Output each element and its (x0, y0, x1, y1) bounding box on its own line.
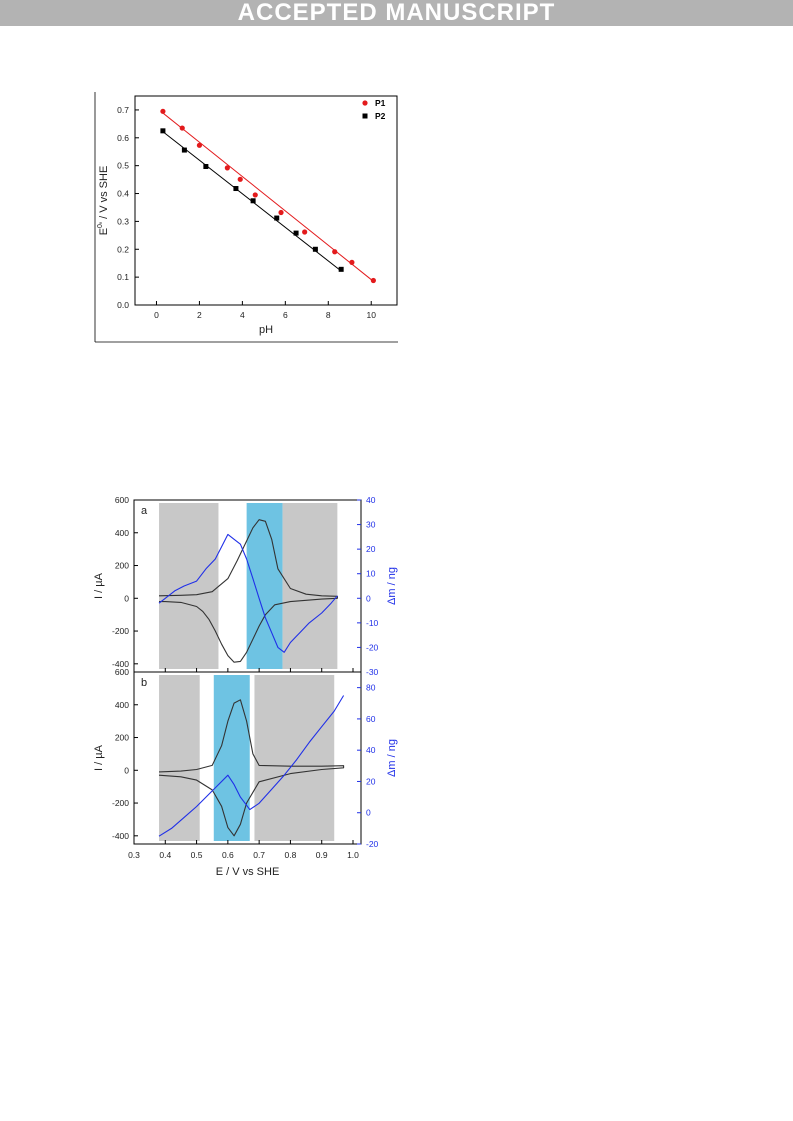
y2-tick-label: -20 (366, 839, 379, 849)
x-tick-label: 2 (197, 310, 202, 320)
data-point-p2 (233, 186, 239, 192)
banner-text: ACCEPTED MANUSCRIPT (237, 0, 556, 26)
y-tick-label: 0.5 (117, 161, 129, 171)
y2-tick-label: 10 (366, 569, 376, 579)
data-point-p2 (250, 198, 256, 204)
x-tick-label: 8 (326, 310, 331, 320)
y-tick-label: -200 (112, 626, 129, 636)
y-tick-label: -400 (112, 659, 129, 669)
y2-tick-label: 80 (366, 683, 376, 693)
y2-tick-label: 60 (366, 714, 376, 724)
y2-tick-label: -10 (366, 618, 379, 628)
shaded-region-blue (213, 675, 250, 841)
shaded-region-blue (246, 503, 283, 669)
data-point-p2 (293, 230, 299, 236)
y2-tick-label: -20 (366, 642, 379, 652)
y2-axis-label: Δm / ng (386, 567, 398, 605)
y-tick-label: 400 (115, 700, 129, 710)
ph-dependence-chart: 0 2 4 6 8 10 0.0 0.1 0.2 0.3 0.4 0.5 0.6 0.7 pH E0' / V… (94, 92, 398, 343)
data-point-p1 (224, 165, 230, 171)
y2-tick-label: 40 (366, 745, 376, 755)
shaded-region-grey (282, 503, 338, 669)
x-tick-label: 0.5 (191, 850, 203, 860)
y-tick-label: 0.2 (117, 244, 129, 254)
legend-marker-p1 (362, 100, 368, 106)
y2-tick-label: -30 (366, 667, 379, 677)
data-point-p1 (278, 209, 284, 216)
y2-tick-label: 30 (366, 520, 376, 530)
x-tick-label: 0.3 (128, 850, 140, 860)
x-tick-label: 1.0 (347, 850, 359, 860)
y2-tick-label: 0 (366, 593, 371, 603)
mass-change-curve (158, 695, 345, 837)
data-point-p2 (312, 246, 318, 252)
data-point-p1 (252, 192, 258, 198)
data-point-p1 (160, 108, 166, 114)
panel-frame-b (133, 671, 362, 845)
y-tick-label: 0.1 (117, 272, 129, 282)
data-point-p2 (203, 164, 209, 170)
y-tick-label: 0 (124, 593, 129, 603)
x-tick-label: 0 (154, 310, 159, 320)
y-tick-label: 0.3 (117, 216, 129, 226)
data-point-p1 (349, 259, 355, 265)
data-point-p1 (302, 229, 308, 235)
y-axis-label: I / µA (93, 744, 105, 771)
data-point-p2 (274, 215, 280, 221)
y-tick-label: -400 (112, 831, 129, 841)
data-point-p1 (179, 125, 185, 131)
y-tick-label: 600 (115, 667, 129, 677)
shaded-region-grey (159, 503, 219, 669)
panel-label-a: a (141, 505, 148, 517)
panel-label-b: b (141, 677, 147, 689)
x-axis-label: E / V vs SHE (216, 866, 280, 878)
mass-change-curve (158, 533, 338, 653)
x-tick-label: 0.6 (222, 850, 234, 860)
y2-tick-label: 0 (366, 808, 371, 818)
fit-line-p1 (160, 110, 374, 282)
x-tick-label: 0.4 (159, 850, 171, 860)
y2-axis-label: Δm / ng (386, 739, 398, 777)
x-tick-label: 10 (366, 310, 376, 320)
data-point-p2 (181, 147, 187, 153)
data-point-p2 (160, 128, 166, 134)
data-point-p1 (196, 142, 203, 148)
data-point-p1 (332, 249, 338, 255)
data-point-p1 (237, 176, 243, 182)
y2-tick-label: 40 (366, 495, 376, 505)
y-tick-label: 200 (115, 733, 129, 743)
data-point-p2 (338, 266, 344, 272)
accepted-manuscript-banner: ACCEPTED MANUSCRIPT (0, 0, 793, 26)
current-curve (158, 699, 345, 837)
x-tick-label: 0.9 (316, 850, 328, 860)
x-axis-label: pH (259, 324, 273, 336)
legend-label-p2: P2 (375, 111, 386, 121)
y-tick-label: 400 (115, 528, 129, 538)
y-tick-label: 0.6 (117, 133, 129, 143)
y-tick-label: -200 (112, 798, 129, 808)
x-tick-label: 4 (240, 310, 245, 320)
y-tick-label: 0.7 (117, 105, 129, 115)
shaded-region-grey (159, 675, 200, 841)
y2-tick-label: 20 (366, 544, 376, 554)
y-tick-label: 200 (115, 561, 129, 571)
y-axis-label: I / µA (93, 572, 105, 599)
y-tick-label: 0 (124, 765, 129, 775)
y-axis-label: E0' / V vs SHE (97, 166, 110, 236)
y2-tick-label: 20 (366, 776, 376, 786)
plot-frame (134, 95, 398, 306)
shaded-region-grey (254, 675, 335, 841)
legend-marker-p2 (362, 113, 368, 119)
current-curve (158, 519, 338, 663)
x-tick-label: 6 (283, 310, 288, 320)
legend-label-p1: P1 (375, 98, 386, 108)
y-tick-label: 0.0 (117, 300, 129, 310)
x-tick-label: 0.8 (285, 850, 297, 860)
y-tick-label: 0.4 (117, 189, 129, 199)
x-tick-label: 0.7 (253, 850, 265, 860)
data-point-p1 (370, 277, 376, 284)
y-tick-label: 600 (115, 495, 129, 505)
